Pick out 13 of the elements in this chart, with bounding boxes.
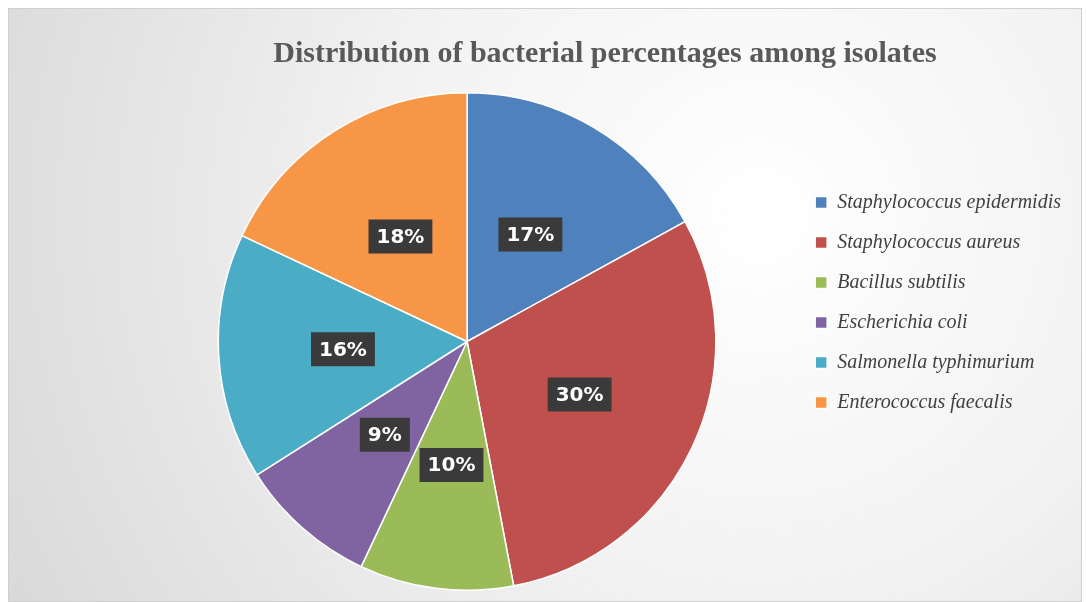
data-label: 9%	[367, 422, 402, 446]
legend-label: Staphylococcus aureus	[837, 229, 1021, 253]
data-label: 10%	[427, 452, 476, 477]
data-label: 16%	[319, 336, 367, 361]
legend-label: Salmonella typhimurium	[837, 349, 1035, 373]
legend-label: Enterococcus faecalis	[836, 389, 1013, 413]
legend-label: Staphylococcus epidermidis	[837, 189, 1062, 213]
data-label: 30%	[555, 381, 604, 406]
data-label: 17%	[506, 221, 555, 246]
legend-label: Bacillus subtilis	[837, 269, 966, 292]
chart-title: Distribution of bacterial percentages among isolates	[273, 34, 937, 68]
legend-label: Escherichia coli	[836, 309, 968, 332]
data-label: 18%	[376, 223, 425, 248]
